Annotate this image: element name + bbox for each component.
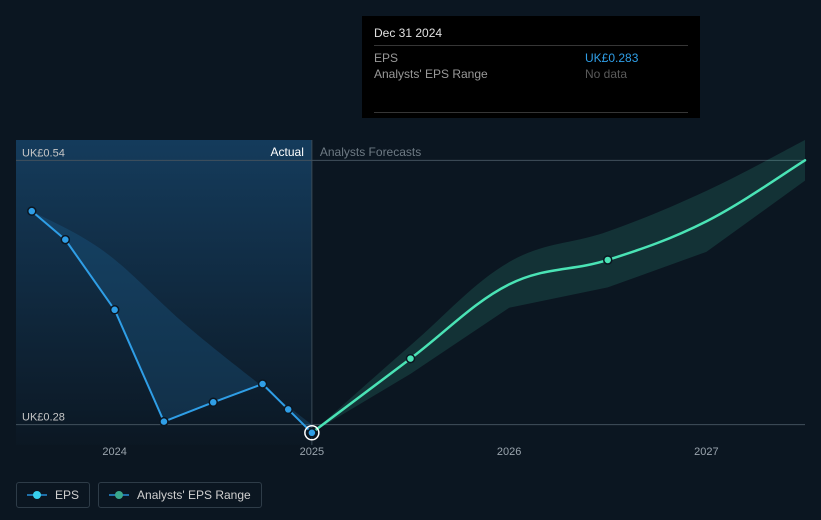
actual-marker xyxy=(209,398,217,406)
x-tick-label: 2027 xyxy=(694,446,718,458)
tooltip-divider-top xyxy=(374,45,688,46)
actual-marker xyxy=(259,380,267,388)
tooltip-date: Dec 31 2024 xyxy=(374,26,688,40)
actual-marker xyxy=(284,405,292,413)
y-grid-label: UK£0.28 xyxy=(22,412,65,424)
legend-swatch-range xyxy=(109,490,129,500)
actual-marker xyxy=(160,418,168,426)
actual-marker xyxy=(111,306,119,314)
tooltip-row-range-label: Analysts' EPS Range xyxy=(374,66,557,82)
x-tick-label: 2024 xyxy=(102,446,126,458)
x-tick-label: 2025 xyxy=(300,446,324,458)
region-label-actual: Actual xyxy=(271,145,304,159)
x-tick-label: 2026 xyxy=(497,446,521,458)
y-grid-label: UK£0.54 xyxy=(22,147,65,159)
tooltip-table: EPS UK£0.283 Analysts' EPS Range No data xyxy=(374,50,688,82)
actual-highlight-marker xyxy=(308,429,316,437)
tooltip-row-range: Analysts' EPS Range No data xyxy=(374,66,688,82)
tooltip-row-eps-value: UK£0.283 xyxy=(557,50,688,66)
chart-tooltip: Dec 31 2024 EPS UK£0.283 Analysts' EPS R… xyxy=(362,16,700,118)
legend-label-range: Analysts' EPS Range xyxy=(137,488,251,502)
actual-marker xyxy=(61,236,69,244)
tooltip-row-range-value: No data xyxy=(557,66,688,82)
chart-legend: EPS Analysts' EPS Range xyxy=(16,482,262,508)
forecast-range-band xyxy=(312,140,805,433)
tooltip-row-eps: EPS UK£0.283 xyxy=(374,50,688,66)
eps-chart-container: { "layout": { "width": 821, "height": 52… xyxy=(0,0,821,520)
tooltip-divider-bottom xyxy=(374,112,688,113)
legend-item-range[interactable]: Analysts' EPS Range xyxy=(98,482,262,508)
legend-item-eps[interactable]: EPS xyxy=(16,482,90,508)
legend-swatch-eps xyxy=(27,490,47,500)
region-label-forecast: Analysts Forecasts xyxy=(320,145,421,159)
forecast-marker xyxy=(604,256,612,264)
legend-label-eps: EPS xyxy=(55,488,79,502)
forecast-marker xyxy=(407,355,415,363)
tooltip-row-eps-label: EPS xyxy=(374,50,557,66)
actual-marker xyxy=(28,207,36,215)
